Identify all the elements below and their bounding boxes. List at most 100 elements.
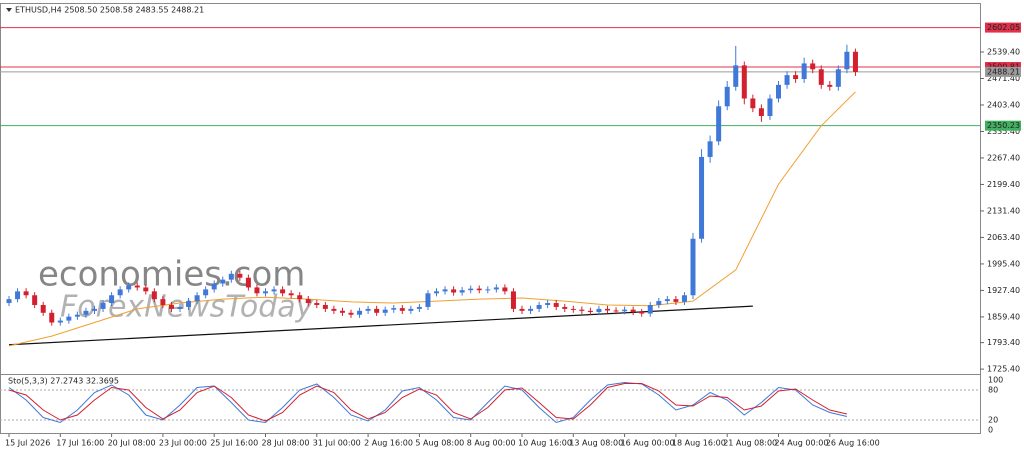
candle-body (203, 289, 209, 296)
candle-body (579, 309, 585, 311)
candle-body (339, 310, 345, 313)
y-tick-label: 1725.40 (987, 365, 1020, 374)
candle-body (476, 288, 482, 291)
candle-body (801, 63, 807, 80)
candle-body (605, 308, 610, 311)
candle-body (365, 308, 371, 311)
candle-body (596, 308, 602, 313)
candle-body (519, 308, 525, 311)
candle-body (416, 306, 422, 309)
candle-body (690, 238, 696, 296)
candle-body (630, 309, 636, 313)
candle-body (288, 293, 294, 296)
y-tick-label: 0 (988, 426, 993, 435)
candle-body (348, 312, 354, 315)
x-tick-label: 25 Jul 16:00 (210, 439, 258, 448)
candle-body (468, 288, 474, 291)
chart-title: ETHUSD,H4 2508.50 2508.58 2483.55 2488.2… (15, 6, 204, 15)
candle-body (382, 309, 388, 313)
candle-body (92, 308, 97, 311)
candle-body (391, 308, 397, 310)
x-tick-label: 23 Jul 00:00 (159, 439, 207, 448)
y-tick-label: 1927.40 (987, 286, 1020, 295)
candle-body (442, 289, 448, 292)
x-tick-label: 18 Aug 16:00 (672, 439, 726, 448)
candle-body (852, 51, 858, 73)
y-tick-label: 100 (988, 376, 1003, 385)
candle-body (32, 295, 38, 305)
x-tick-label: 16 Aug 00:00 (621, 439, 675, 448)
candle-body (15, 291, 21, 300)
candle-body (536, 304, 542, 309)
candle-body (553, 303, 559, 307)
candle-body (6, 299, 12, 304)
candle-body (613, 310, 619, 312)
candle-body (254, 287, 260, 294)
candle-body (117, 289, 123, 296)
candle-body (331, 308, 337, 311)
candle-body (177, 306, 183, 309)
candle-body (322, 304, 328, 309)
candle-body (49, 312, 55, 323)
price-label: 2488.21 (987, 67, 1020, 76)
candle-body (664, 299, 670, 302)
x-tick-label: 24 Aug 00:00 (775, 439, 829, 448)
stochastic-line (8, 383, 848, 422)
candle-body (741, 65, 747, 99)
candle-body (818, 69, 824, 85)
y-tick-label: 1859.40 (987, 312, 1020, 321)
candle-body (776, 84, 781, 99)
candle-body (186, 301, 192, 307)
candle-body (493, 287, 499, 290)
candle-body (502, 287, 508, 292)
candle-body (57, 320, 63, 323)
x-tick-label: 21 Aug 08:00 (723, 439, 777, 448)
candle-body (168, 304, 174, 309)
candle-body (434, 291, 439, 294)
candle-body (707, 141, 713, 157)
candle-body (126, 285, 132, 290)
candle-body (374, 308, 380, 313)
watermark: economies.com (38, 255, 305, 295)
candle-body (109, 295, 115, 304)
candle-body (750, 98, 756, 109)
candle-body (562, 306, 568, 309)
y-tick-label: 2403.40 (987, 100, 1020, 109)
menu-arrow[interactable] (6, 8, 12, 12)
candle-body (83, 310, 89, 315)
candle-body (545, 303, 551, 305)
candle-body (459, 290, 465, 293)
candle-body (673, 299, 679, 302)
candle-body (510, 291, 516, 309)
candle-body (810, 63, 816, 70)
candle-body (151, 291, 157, 300)
y-tick-label: 2335.40 (987, 127, 1020, 136)
candle-body (639, 312, 645, 314)
x-tick-label: 17 Jul 16:00 (56, 439, 104, 448)
y-tick-label: 2131.40 (987, 206, 1020, 215)
y-tick-label: 2539.40 (987, 47, 1020, 56)
candle-body (399, 308, 405, 311)
candle-body (656, 301, 662, 305)
candle-body (622, 309, 628, 312)
price-label: 2602.05 (987, 23, 1020, 32)
candle-body (194, 295, 200, 302)
candle-body (297, 295, 303, 300)
x-tick-label: 31 Jul 00:00 (313, 439, 361, 448)
candle-body (767, 98, 773, 117)
candle-body (357, 310, 363, 315)
candle-body (758, 108, 764, 117)
candle-body (314, 303, 320, 305)
candle-body (587, 310, 593, 313)
x-tick-label: 26 Aug 16:00 (826, 439, 880, 448)
y-tick-label: 20 (988, 416, 998, 425)
candle-body (245, 277, 251, 288)
candle-body (134, 285, 140, 288)
candle-body (237, 273, 243, 278)
candle-body (793, 75, 799, 80)
x-tick-label: 20 Jul 08:00 (108, 439, 156, 448)
candle-body (724, 86, 730, 107)
candle-body (271, 289, 277, 292)
candle-body (647, 304, 653, 314)
x-tick-label: 5 Aug 08:00 (415, 439, 464, 448)
